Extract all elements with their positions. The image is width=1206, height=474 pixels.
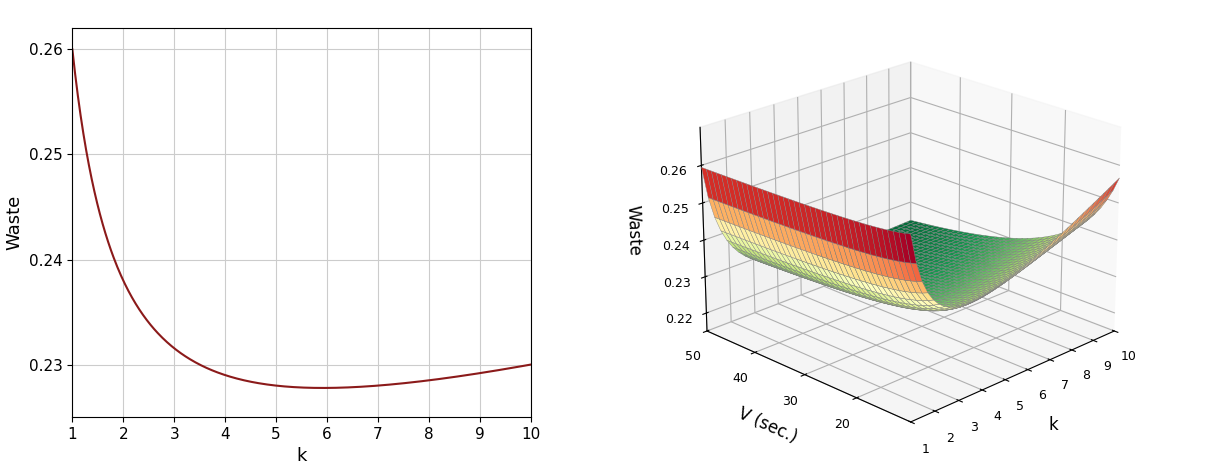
Y-axis label: V (sec.): V (sec.) (736, 404, 800, 446)
X-axis label: k: k (297, 447, 306, 465)
X-axis label: k: k (1049, 416, 1059, 434)
Y-axis label: Waste: Waste (5, 195, 23, 250)
